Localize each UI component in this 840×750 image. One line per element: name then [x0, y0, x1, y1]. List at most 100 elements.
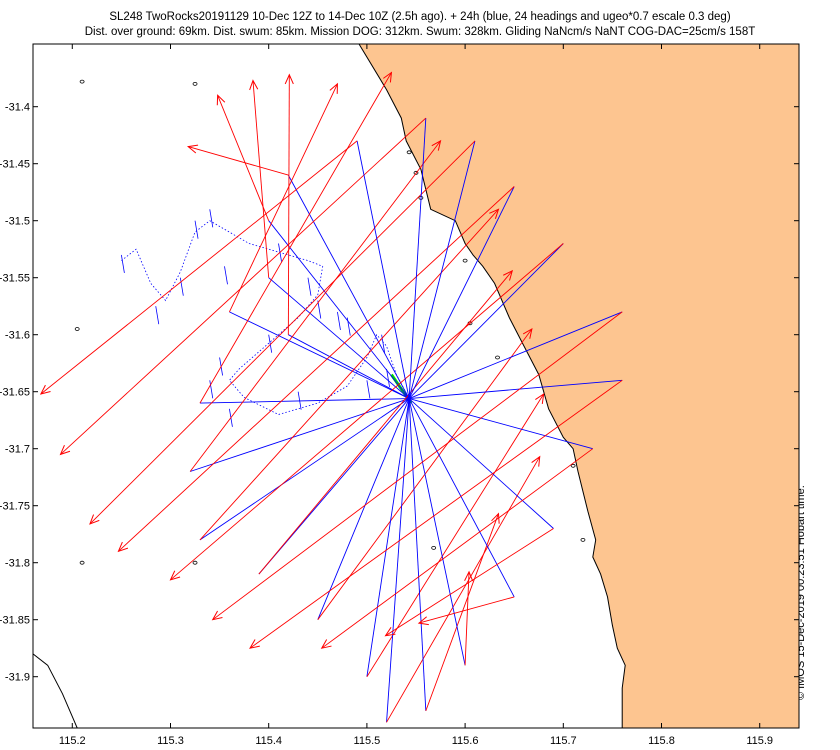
- heading-tick: [337, 311, 341, 330]
- heading-ray: [288, 334, 410, 399]
- west-coastline: [33, 653, 78, 728]
- plot-frame: [32, 43, 800, 729]
- heading-ray: [408, 243, 564, 399]
- island: [74, 327, 80, 331]
- projection-arrow-head: [249, 639, 260, 649]
- projection-arrow-head: [535, 392, 545, 404]
- y-tick-label: -31.55: [0, 273, 30, 285]
- projection-arrow-shaft: [249, 379, 623, 649]
- projection-arrow-shaft: [385, 528, 554, 637]
- x-tick-label: 115.4: [255, 735, 282, 747]
- projection-arrow-shaft: [217, 95, 270, 221]
- heading-ray: [409, 398, 593, 450]
- heading-ray: [408, 398, 554, 529]
- y-tick-label: -31.7: [5, 444, 30, 456]
- heading-tick: [268, 334, 273, 353]
- projection-arrow-head: [522, 328, 533, 339]
- y-tick-label: -31.75: [0, 501, 30, 513]
- projection-arrow-shaft: [366, 393, 545, 677]
- heading-ray: [287, 174, 410, 399]
- heading-ray: [189, 398, 410, 472]
- y-tick-label: -31.85: [0, 615, 30, 627]
- heading-tick: [155, 306, 160, 325]
- projection-arrow-head: [284, 73, 294, 85]
- projection-arrow-shaft: [40, 140, 358, 395]
- heading-ray: [408, 311, 623, 399]
- projection-arrow-shaft: [89, 140, 476, 525]
- projection-arrow-shaft: [321, 448, 594, 649]
- heading-tick: [209, 209, 214, 228]
- heading-tick: [224, 266, 228, 285]
- projection-arrow-shaft: [418, 596, 515, 624]
- y-tick-label: -31.4: [5, 102, 30, 114]
- y-tick-label: -31.8: [5, 558, 30, 570]
- projection-arrow-head: [39, 384, 51, 395]
- x-tick-label: 115.9: [746, 735, 773, 747]
- projection-arrow-shaft: [252, 80, 270, 278]
- island: [79, 560, 85, 565]
- projection-arrow-shaft: [464, 571, 470, 666]
- projection-arrow-head: [491, 512, 500, 524]
- projection-arrow-shaft: [60, 117, 427, 455]
- heading-ray: [317, 398, 410, 620]
- heading-tick: [386, 368, 390, 387]
- heading-ray: [199, 398, 410, 404]
- projection-arrow-head: [89, 514, 100, 525]
- projection-arrow-shaft: [189, 140, 441, 472]
- island: [192, 82, 198, 86]
- projection-arrow-head: [186, 144, 199, 154]
- projection-arrow-head: [211, 610, 223, 621]
- island: [413, 170, 419, 175]
- projection-arrow-head: [320, 639, 332, 649]
- heading-ray: [199, 398, 410, 541]
- projection-arrow-head: [59, 445, 71, 456]
- projection-arrow-head: [464, 570, 474, 582]
- heading-ray: [408, 398, 515, 598]
- x-tick-label: 115.5: [354, 735, 381, 747]
- x-tick-label: 115.8: [648, 735, 675, 747]
- heading-ray: [258, 398, 410, 575]
- projection-arrow-shaft: [386, 456, 541, 723]
- y-tick-label: -31.9: [5, 672, 30, 684]
- island: [462, 258, 468, 263]
- y-tick-label: -31.6: [5, 330, 30, 342]
- island: [192, 560, 198, 565]
- projection-arrow-head: [249, 79, 259, 91]
- heading-ray: [408, 398, 427, 711]
- projection-arrow-head: [117, 541, 129, 553]
- projection-arrow-shaft: [212, 311, 623, 621]
- projection-arrow-shaft: [188, 146, 289, 176]
- projection-arrow-head: [531, 455, 541, 467]
- heading-tick: [194, 220, 199, 239]
- heading-ray: [408, 140, 476, 399]
- projection-arrow-shaft: [425, 513, 499, 712]
- projection-arrow-head: [169, 570, 181, 581]
- x-tick-label: 115.2: [59, 735, 86, 747]
- heading-tick: [209, 380, 214, 399]
- heading-ray: [356, 140, 410, 399]
- heading-tick: [307, 277, 312, 296]
- heading-ray: [408, 186, 515, 399]
- heading-ray: [409, 379, 623, 399]
- island: [79, 79, 85, 84]
- island: [431, 545, 437, 550]
- projection-arrow-head: [383, 71, 393, 83]
- heading-ray: [268, 220, 410, 399]
- heading-ray: [366, 398, 410, 677]
- y-tick-label: -31.65: [0, 387, 30, 399]
- heading-tick: [366, 380, 371, 399]
- heading-tick: [179, 277, 184, 296]
- y-tick-label: -31.45: [0, 159, 30, 171]
- projection-arrow-head: [384, 627, 396, 637]
- projection-arrow-head: [329, 82, 338, 94]
- island: [495, 355, 500, 360]
- glider-track: [121, 220, 410, 415]
- heading-ray: [408, 118, 427, 399]
- x-tick-label: 115.3: [157, 735, 184, 747]
- projection-arrow-shaft: [199, 208, 499, 541]
- land-area: [359, 44, 799, 728]
- projection-arrow-shaft: [258, 270, 513, 575]
- projection-arrow-head: [489, 208, 500, 219]
- heading-ray: [408, 398, 466, 666]
